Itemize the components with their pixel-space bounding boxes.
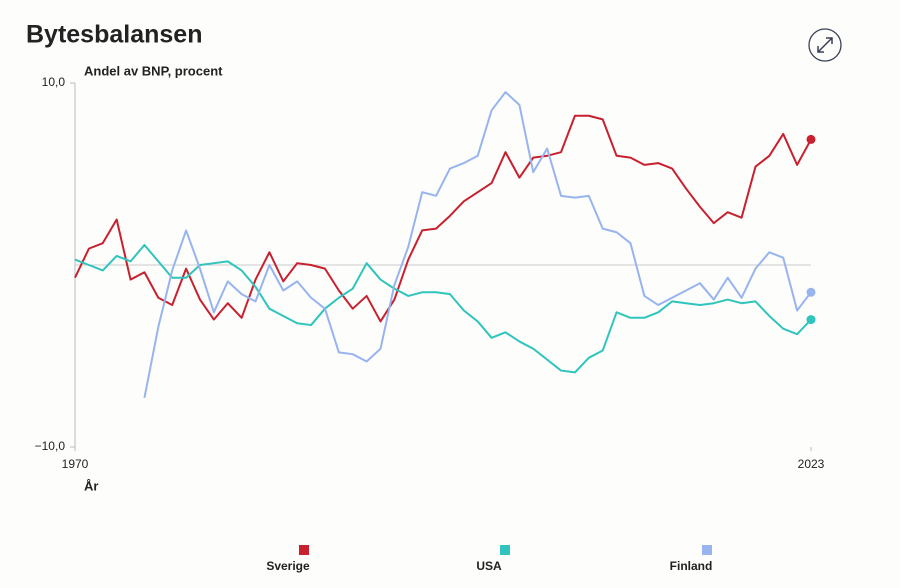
chart-title: Bytesbalansen	[26, 21, 202, 49]
end-dot	[806, 287, 816, 297]
end-dot	[806, 315, 816, 325]
y-tick-label: −10,0	[35, 439, 66, 453]
expand-button[interactable]	[808, 28, 842, 62]
series-line	[74, 243, 812, 374]
legend-swatch	[500, 545, 510, 555]
series-line	[74, 114, 812, 323]
y-tick-label: 10,0	[42, 75, 66, 89]
legend-swatch	[299, 545, 309, 555]
end-dot	[806, 134, 816, 144]
x-axis-label: År	[84, 478, 98, 493]
legend-label: Sverige	[266, 559, 310, 573]
x-tick-label: 1970	[62, 457, 89, 471]
legend-label: Finland	[670, 559, 713, 573]
legend-label: USA	[476, 559, 502, 573]
series-line	[143, 91, 812, 399]
legend-swatch	[702, 545, 712, 555]
x-tick-label: 2023	[798, 457, 825, 471]
y-axis-label: Andel av BNP, procent	[84, 63, 223, 78]
